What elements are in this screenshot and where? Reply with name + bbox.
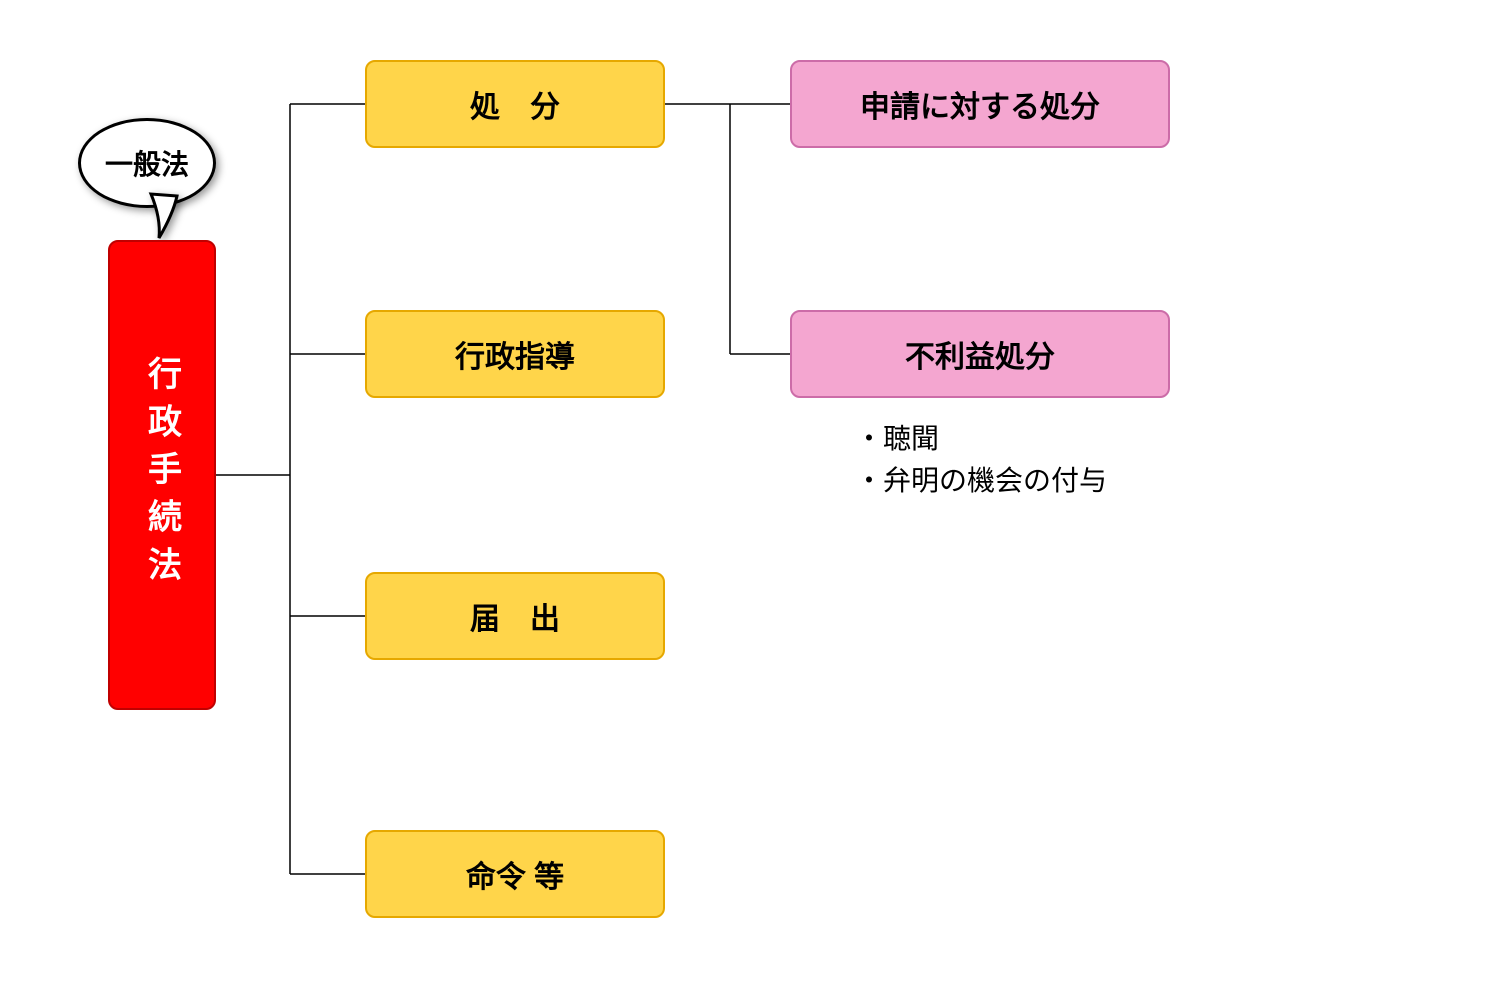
right-box-1-label: 不利益処分 <box>905 332 1055 376</box>
notes: ・聴聞 ・弁明の機会の付与 <box>855 418 1107 502</box>
mid-box-2-label: 届 出 <box>470 594 560 638</box>
right-box-0: 申請に対する処分 <box>790 60 1170 148</box>
mid-box-2: 届 出 <box>365 572 665 660</box>
mid-box-0: 処 分 <box>365 60 665 148</box>
mid-box-1: 行政指導 <box>365 310 665 398</box>
connector-lines <box>0 0 1500 1000</box>
root-box-label: 行政手続法 <box>138 356 187 594</box>
right-box-1: 不利益処分 <box>790 310 1170 398</box>
speech-bubble: 一般法 <box>78 118 216 208</box>
root-box: 行政手続法 <box>108 240 216 710</box>
note-line-0: ・聴聞 <box>855 418 1107 460</box>
speech-bubble-tail <box>0 0 1500 1000</box>
note-line-1: ・弁明の機会の付与 <box>855 460 1107 502</box>
speech-bubble-label: 一般法 <box>105 143 189 183</box>
mid-box-3: 命令 等 <box>365 830 665 918</box>
right-box-0-label: 申請に対する処分 <box>860 82 1100 126</box>
mid-box-3-label: 命令 等 <box>466 852 564 896</box>
mid-box-0-label: 処 分 <box>470 82 560 126</box>
mid-box-1-label: 行政指導 <box>455 332 575 376</box>
